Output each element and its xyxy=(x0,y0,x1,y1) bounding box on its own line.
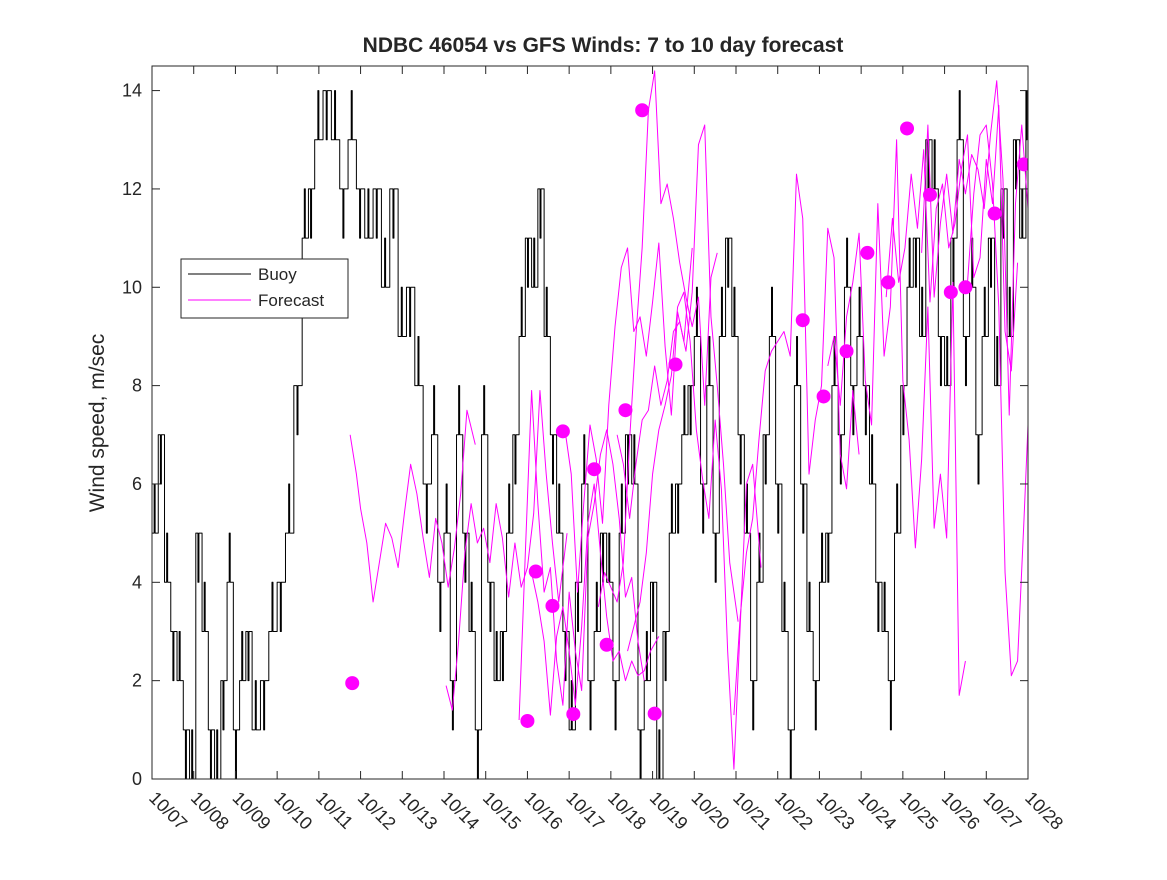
forecast-series-line-7 xyxy=(616,124,739,622)
series-layer xyxy=(152,70,1028,779)
y-tick-label: 14 xyxy=(122,81,142,101)
forecast-marker-17 xyxy=(881,275,896,290)
y-tick-label: 6 xyxy=(132,474,142,494)
forecast-marker-10 xyxy=(635,103,650,118)
forecast-series-line-10 xyxy=(827,139,966,696)
forecast-marker-13 xyxy=(795,313,810,328)
forecast-marker-3 xyxy=(528,564,543,579)
plot-area-frame xyxy=(151,65,1029,780)
legend-forecast-label: Forecast xyxy=(258,291,324,310)
forecast-series-line-6 xyxy=(597,70,718,607)
forecast-marker-22 xyxy=(987,206,1002,221)
forecast-marker-1 xyxy=(345,676,360,691)
forecast-series-line-8 xyxy=(627,291,762,770)
forecast-marker-2 xyxy=(520,713,535,728)
forecast-marker-8 xyxy=(599,637,614,652)
forecast-marker-16 xyxy=(860,245,875,260)
forecast-marker-18 xyxy=(900,121,915,136)
y-tick-label: 10 xyxy=(122,277,142,297)
legend-box xyxy=(180,258,349,319)
forecast-series-line-11 xyxy=(885,104,1019,372)
forecast-initial-markers xyxy=(345,103,1028,728)
forecast-marker-15 xyxy=(839,344,854,359)
chart-title: NDBC 46054 vs GFS Winds: 7 to 10 day for… xyxy=(363,34,844,57)
y-axis-label: Wind speed, m/sec xyxy=(86,334,109,513)
forecast-marker-9 xyxy=(618,403,633,418)
legend-buoy-label: Buoy xyxy=(258,265,297,284)
forecast-series-line-13 xyxy=(967,124,1028,677)
legend: Buoy Forecast xyxy=(180,258,349,319)
forecast-marker-21 xyxy=(958,280,973,295)
forecast-series-line-5 xyxy=(564,242,693,593)
y-axis: 0 2 4 6 8 10 12 14 xyxy=(122,81,1028,789)
forecast-marker-20 xyxy=(943,285,958,300)
forecast-marker-11 xyxy=(647,706,662,721)
forecast-marker-7 xyxy=(587,462,602,477)
forecast-marker-23 xyxy=(1016,157,1028,172)
forecast-series-line-1 xyxy=(349,409,476,603)
forecast-series-line-4 xyxy=(531,483,660,716)
y-tick-label: 2 xyxy=(132,671,142,691)
forecast-marker-5 xyxy=(555,424,570,439)
forecast-marker-6 xyxy=(566,707,581,722)
forecast-marker-14 xyxy=(816,389,831,404)
forecast-series-line-3 xyxy=(518,390,645,721)
y-tick-label: 12 xyxy=(122,179,142,199)
y-tick-label: 8 xyxy=(132,376,142,396)
forecast-marker-19 xyxy=(922,187,937,202)
forecast-series-line-9 xyxy=(733,173,860,716)
y-tick-label: 0 xyxy=(132,769,142,789)
buoy-series-line xyxy=(152,90,1028,779)
forecast-series-line-12 xyxy=(921,80,1028,416)
forecast-series-line-2 xyxy=(445,390,568,711)
y-tick-label: 4 xyxy=(132,572,142,592)
forecast-marker-4 xyxy=(545,598,560,613)
forecast-marker-12 xyxy=(668,357,683,372)
